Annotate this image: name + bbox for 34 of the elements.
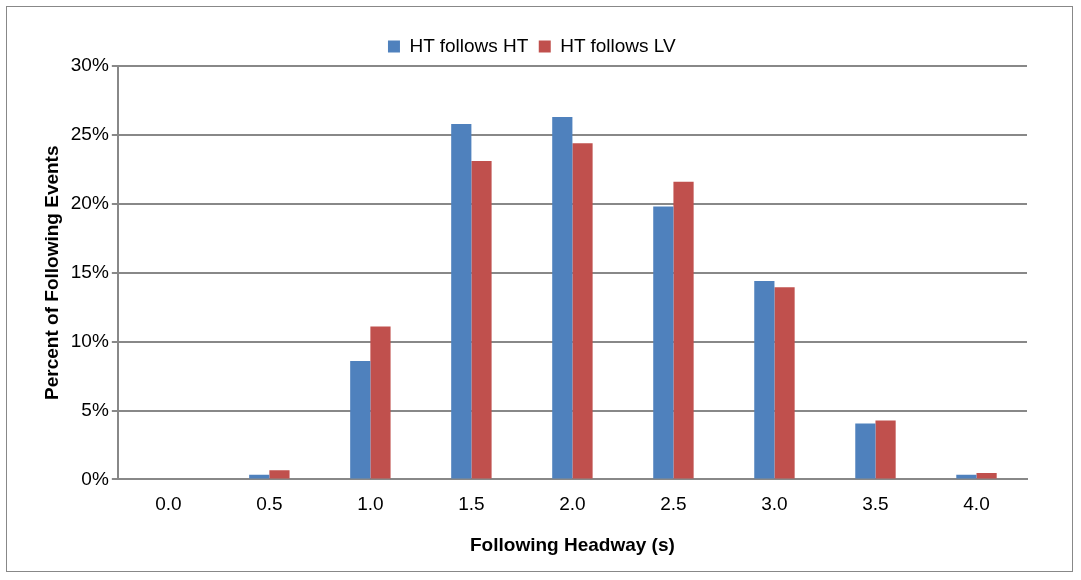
bar: [370, 326, 391, 479]
y-tick-label: 15%: [70, 260, 109, 282]
bar: [673, 181, 694, 479]
bar: [451, 123, 472, 479]
bar: [471, 161, 492, 479]
y-tick-label: 20%: [70, 192, 109, 214]
bar: [552, 116, 573, 479]
y-tick-label: 0%: [81, 467, 109, 489]
bar: [754, 280, 775, 479]
x-tick-label: 3.5: [862, 493, 889, 515]
bar: [976, 472, 997, 479]
y-tick-label: 25%: [70, 123, 109, 145]
y-tick-label: 10%: [70, 329, 109, 351]
y-tick-label: 30%: [70, 54, 109, 76]
legend-label: HT follows HT: [409, 34, 529, 56]
bar: [774, 287, 795, 479]
x-tick-label: 1.0: [357, 493, 384, 515]
x-tick-label: 0.5: [256, 493, 283, 515]
x-tick-label: 2.0: [559, 493, 586, 515]
bar: [269, 470, 290, 479]
x-tick-label: 3.0: [761, 493, 788, 515]
x-tick-label: 0.0: [155, 493, 182, 515]
y-tick-label: 5%: [81, 398, 109, 420]
legend-label: HT follows LV: [560, 34, 677, 56]
y-axis-title: Percent of Following Events: [40, 145, 62, 400]
bar: [572, 143, 593, 479]
bar: [653, 206, 674, 479]
bar: [855, 423, 876, 479]
x-tick-label: 1.5: [458, 493, 485, 515]
bar: [350, 360, 371, 479]
x-tick-label: 2.5: [660, 493, 687, 515]
x-tick-label: 4.0: [963, 493, 990, 515]
bar: [875, 420, 896, 479]
x-axis-title: Following Headway (s): [470, 533, 675, 555]
